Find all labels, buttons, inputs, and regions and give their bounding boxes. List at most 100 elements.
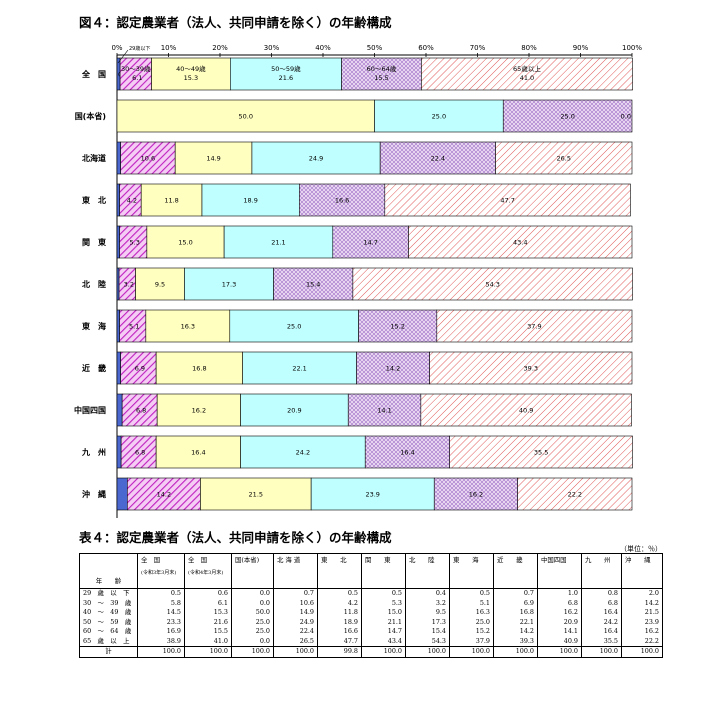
data-label: 18.9	[243, 197, 257, 205]
data-label: 14.7	[363, 239, 377, 247]
bar-segment	[421, 57, 633, 91]
category-label: 国(本省)	[75, 111, 106, 121]
column-name: 東 海	[453, 556, 479, 564]
table-row: 65 歳 以 上 38.9 41.0 0.0 26.5 47.7 43.4 54.3 37.9 3…	[79, 636, 663, 647]
series-label: 50～59歳	[271, 64, 301, 73]
data-label: 20.9	[287, 407, 301, 415]
table-column-header: 北 海 道	[273, 553, 318, 589]
bar-segment	[156, 393, 241, 427]
table-column-header: 東 北	[317, 553, 362, 589]
table-column-header: 北 陸	[405, 553, 450, 589]
bar-segment	[356, 351, 430, 385]
table-row: 29 歳 以 下 0.5 0.6 0.0 0.7 0.5 0.5 0.4 0.5 0.7 1.0 0.…	[79, 588, 663, 599]
bar-segment	[119, 225, 148, 259]
table-column-header: 近 畿	[493, 553, 538, 589]
data-label: 14.9	[206, 155, 220, 163]
table-cell: 0.7	[273, 588, 318, 599]
table-cell: 14.2	[621, 598, 663, 608]
row-label: 計	[79, 646, 138, 658]
table-column-header: 国(本省)	[231, 553, 274, 589]
column-name: 全 国	[141, 556, 161, 564]
table-cell: 40.9	[537, 636, 582, 647]
data-label: 14.2	[157, 491, 171, 499]
bar-segment	[449, 435, 633, 469]
table-cell: 14.9	[273, 608, 318, 618]
table-cell: 0.5	[317, 588, 362, 599]
table-cell: 47.7	[317, 636, 362, 647]
table-cell: 54.3	[405, 636, 450, 647]
table-cell: 39.3	[493, 636, 538, 647]
series-label: 30～39歳	[121, 64, 151, 73]
data-label: 14.1	[377, 407, 391, 415]
bar-segment	[119, 309, 147, 343]
bar-segment	[127, 477, 201, 511]
table-cell: 43.4	[361, 636, 406, 647]
table-cell: 26.5	[273, 636, 318, 647]
data-label: 16.4	[191, 449, 205, 457]
table-cell: 16.4	[581, 627, 622, 637]
bar-segment	[155, 351, 243, 385]
column-name: 全 国	[188, 556, 208, 564]
table-cell: 14.1	[537, 627, 582, 637]
table-cell: 100.0	[231, 646, 274, 658]
table-cell: 0.0	[231, 636, 274, 647]
table-cell: 22.1	[493, 617, 538, 627]
table-cell: 17.3	[405, 617, 450, 627]
bar-segment	[240, 393, 349, 427]
column-name: 北 陸	[409, 556, 435, 564]
data-label: 15.2	[390, 323, 404, 331]
bar-segment	[332, 225, 409, 259]
bar-segment	[116, 393, 123, 427]
table-cell: 99.8	[317, 646, 362, 658]
leader-line	[117, 49, 129, 64]
bar-segment	[374, 99, 504, 133]
table-cell: 6.1	[184, 598, 232, 608]
table-cell: 0.0	[231, 588, 274, 599]
data-label: 16.4	[400, 449, 414, 457]
table-cell: 24.2	[581, 617, 622, 627]
bar-segment	[502, 99, 633, 133]
table-cell: 100.0	[621, 646, 663, 658]
bar-segment	[116, 351, 121, 385]
bar-segment	[352, 267, 633, 301]
bar-segment	[240, 435, 366, 469]
data-label: 15.5	[374, 74, 388, 82]
row-label: 40 ～ 49 歳	[79, 608, 138, 618]
table-cell: 0.5	[449, 588, 494, 599]
table-cell: 3.2	[405, 598, 450, 608]
table-cell: 5.8	[137, 598, 185, 608]
table-cell: 100.0	[405, 646, 450, 658]
data-label: 17.3	[222, 281, 236, 289]
table-cell: 23.3	[137, 617, 185, 627]
data-label: 37.9	[527, 323, 541, 331]
category-label: 東 北	[82, 195, 106, 205]
data-label: 26.5	[557, 155, 571, 163]
unit-label: （単位：％）	[620, 545, 662, 553]
table-cell: 14.7	[361, 627, 406, 637]
bar-segment	[251, 141, 381, 175]
table-cell: 0.7	[493, 588, 538, 599]
data-label: 10.6	[141, 155, 155, 163]
table-cell: 14.2	[493, 627, 538, 637]
column-sub: (令和3年3月末)	[141, 570, 177, 576]
table-cell: 0.0	[231, 598, 274, 608]
table-row: 計 100.0 100.0 100.0 100.0 99.8 100.0 100.0 100.0…	[79, 646, 663, 658]
bar-segment	[517, 477, 633, 511]
table-cell: 0.6	[184, 588, 232, 599]
data-label: 23.9	[365, 491, 379, 499]
bar-segment	[116, 99, 375, 133]
table-row: 60 ～ 64 歳 16.9 15.5 25.0 22.4 16.6 14.7 15.4 15.…	[79, 627, 663, 637]
data-label: 25.0	[287, 323, 301, 331]
bar-segment	[433, 477, 518, 511]
table-cell: 16.4	[581, 608, 622, 618]
table-cell: 18.9	[317, 617, 362, 627]
table-cell: 15.3	[184, 608, 232, 618]
data-label: 35.5	[534, 449, 548, 457]
x-tick-label: 50%	[367, 44, 383, 52]
table-cell: 5.3	[361, 598, 406, 608]
data-label: 54.3	[485, 281, 499, 289]
table-cell: 6.8	[537, 598, 582, 608]
data-label: 22.2	[568, 491, 582, 499]
bar-segment	[120, 351, 157, 385]
data-label: 5.1	[129, 323, 139, 331]
